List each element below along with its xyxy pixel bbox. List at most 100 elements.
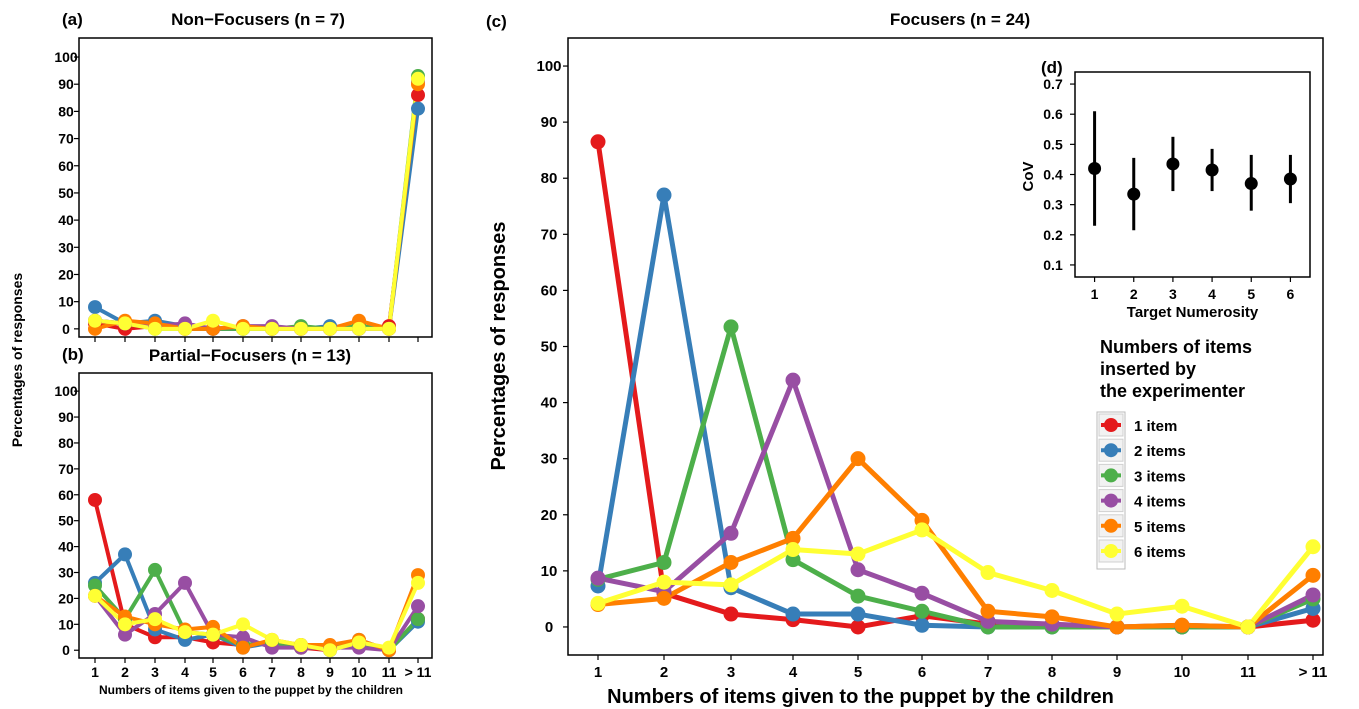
d-y-tick-label-0-6: 0.6 (1043, 106, 1063, 122)
point-4-items-6 (236, 630, 250, 645)
d-y-tick-label-0-3: 0.3 (1043, 197, 1063, 213)
point-6-items-11 (1305, 539, 1321, 555)
d-x-tick-label-5: 5 (1247, 286, 1255, 302)
x-tick-label-5: 5 (854, 664, 862, 681)
x-tick-label-1: 1 (594, 664, 602, 681)
panel-b-frame (78, 372, 433, 659)
panel-a-title: Non−Focusers (n = 7) (171, 10, 345, 29)
panel-c-y-axis-title: Percentages of responses (488, 222, 510, 471)
point-6-items-2 (656, 574, 672, 590)
point-5-items-2 (656, 590, 672, 606)
y-tick-label-30: 30 (541, 451, 558, 468)
point-6-items-5 (206, 627, 220, 642)
y-tick-label-20: 20 (541, 507, 558, 524)
point-1-item-11 (411, 88, 425, 103)
legend-label-4-items: 4 items (1134, 494, 1186, 511)
point-6-items-4 (178, 321, 192, 336)
panel-a-plot: 0 10 20 30 40 50 60 70 80 90 100 (54, 37, 433, 342)
point-6-items-7 (980, 565, 996, 581)
d-x-tick-label-3: 3 (1169, 286, 1177, 302)
legend-title-line-1: Numbers of items (1100, 337, 1252, 357)
point-6-items-9 (323, 321, 337, 336)
point-4-items-3 (723, 525, 739, 541)
panel-b-label: (b) (62, 345, 84, 364)
point-1-item-3 (723, 606, 739, 622)
x-tick-label-2: 2 (660, 664, 668, 681)
y-tick-label-10: 10 (58, 294, 74, 310)
point-1-item-1 (590, 134, 606, 150)
panel-d-plot: 0.1 0.2 0.3 0.4 0.5 0.6 0.7 1 2 3 4 5 6 Target Numero… (1020, 71, 1311, 321)
legend-marker-6-items (1104, 544, 1118, 558)
y-tick-label-60: 60 (58, 487, 74, 503)
series-line-3-items (94, 75, 420, 331)
point-6-items-7 (265, 632, 279, 647)
x-tick-label-7: 7 (268, 664, 276, 680)
point-3-items-3 (723, 319, 739, 335)
x-tick-label-10: 10 (351, 664, 367, 680)
panel-a-label: (a) (62, 10, 83, 29)
panel-d-y-axis-title: CoV (1020, 162, 1037, 192)
point-6-items-9 (1109, 606, 1125, 622)
point-5-items-10 (1174, 617, 1190, 633)
y-tick-label-40: 40 (58, 212, 74, 228)
x-tick-label-10: 10 (1174, 664, 1191, 681)
point-6-items-1 (88, 588, 102, 603)
point-5-items-9 (1109, 619, 1125, 635)
x-tick-label-1: 1 (91, 664, 99, 680)
d-y-tick-label-0-1: 0.1 (1043, 257, 1063, 273)
point-3-items-3 (148, 562, 162, 577)
point-6-items-8 (294, 321, 308, 336)
d-x-tick-label-6: 6 (1287, 286, 1295, 302)
y-tick-label-40: 40 (58, 539, 74, 555)
point-6-items-2 (118, 617, 132, 632)
y-tick-label-70: 70 (58, 131, 74, 147)
point-5-items-7 (980, 603, 996, 619)
point-6-items-11 (382, 321, 396, 336)
panel-c-plot: 0 10 20 30 40 50 60 70 80 90 100 1 2 3 4 5 6 7 8 9 10 11 > 11 N… (488, 37, 1327, 708)
point-4-items-11 (411, 599, 425, 614)
legend-items: 1 item 2 items 3 items 4 items 5 items 6 item… (1096, 411, 1186, 570)
y-tick-label-0: 0 (62, 321, 70, 337)
legend-marker-4-items (1104, 493, 1118, 508)
x-tick-label-4: 4 (181, 664, 189, 680)
y-tick-label-80: 80 (541, 170, 558, 187)
panel-a-frame (78, 37, 433, 338)
x-tick-label-5: 5 (209, 664, 217, 680)
point-6-items-11 (382, 640, 396, 655)
y-tick-label-30: 30 (58, 565, 74, 581)
legend-label-2-items: 2 items (1134, 443, 1186, 460)
point-4-items-6 (914, 585, 930, 601)
point-6-items-10 (352, 635, 366, 650)
y-tick-label-10: 10 (541, 563, 558, 580)
x-tick-label-6: 6 (239, 664, 247, 680)
series-line-5-items (94, 83, 420, 331)
cov-point-2 (1127, 187, 1141, 201)
point-6-items-2 (118, 316, 132, 331)
point-6-items-3 (148, 612, 162, 627)
point-6-items-9 (323, 643, 337, 658)
panel-c-x-axis-title: Numbers of items given to the puppet by … (607, 686, 1114, 708)
legend-label-3-items: 3 items (1134, 468, 1186, 485)
x-tick-label-9: 9 (1113, 664, 1121, 681)
point-2-items-5 (850, 606, 866, 622)
x-tick-label-7: 7 (984, 664, 992, 681)
y-tick-label-100: 100 (54, 383, 78, 399)
cov-point-1 (1088, 161, 1102, 175)
point-6-items-6 (914, 522, 930, 538)
point-4-items-5 (850, 562, 866, 578)
x-tick-label-11: 11 (382, 664, 397, 680)
point-6-items-10 (1174, 598, 1190, 614)
legend-marker-5-items (1104, 518, 1118, 533)
x-tick-label-2: 2 (121, 664, 129, 680)
point-5-items-11 (1305, 567, 1321, 583)
y-tick-label-100: 100 (536, 58, 561, 75)
left-y-axis-title: Percentages of responses (9, 273, 25, 448)
left-x-axis-title: Numbers of items given to the puppet by … (99, 683, 403, 697)
point-6-items-11 (1240, 619, 1256, 635)
d-y-tick-label-0-7: 0.7 (1043, 76, 1063, 92)
legend-title-line-3: the experimenter (1100, 381, 1245, 401)
point-5-items-6 (236, 640, 250, 655)
legend-label-5-items: 5 items (1134, 519, 1186, 536)
series-line-5-items (597, 456, 1315, 630)
